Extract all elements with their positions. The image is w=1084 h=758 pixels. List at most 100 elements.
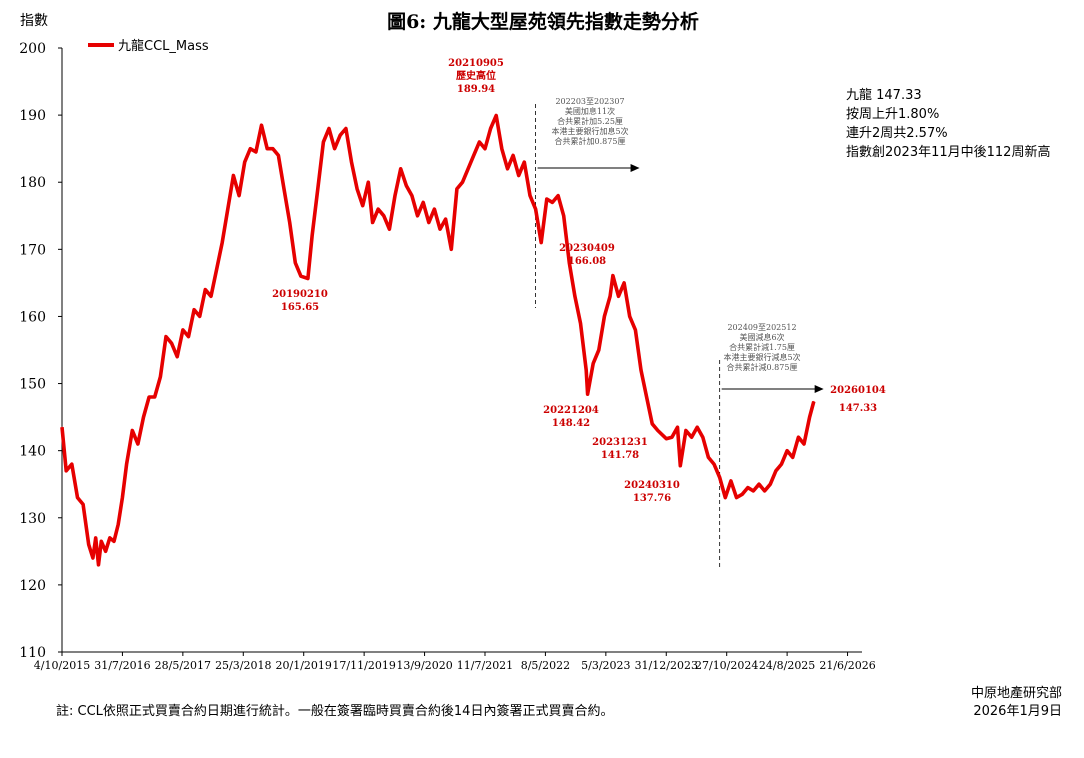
data-point <box>367 181 369 183</box>
data-point <box>345 127 347 130</box>
data-point <box>586 393 589 395</box>
legend: 九龍CCL_Mass <box>88 35 209 54</box>
annotation-label: 20221204 <box>543 405 599 416</box>
data-point <box>523 161 525 163</box>
data-point <box>182 329 184 331</box>
period-arrow-head <box>814 385 824 393</box>
x-tick-label: 21/6/2026 <box>819 659 875 672</box>
data-point <box>350 161 353 163</box>
annotation-label: 20190210 <box>272 289 328 300</box>
data-point <box>71 463 73 465</box>
annotation-label: 165.65 <box>281 302 319 313</box>
y-tick-label: 110 <box>19 645 46 661</box>
x-tick-label: 28/5/2017 <box>155 659 211 672</box>
y-tick-label: 170 <box>19 242 46 258</box>
y-tick-label: 140 <box>19 444 46 460</box>
period-text: 合共累計減0.875厘 <box>727 362 798 372</box>
legend-swatch <box>88 42 114 47</box>
period-text: 美國加息11次 <box>565 106 615 116</box>
y-tick-label: 150 <box>19 377 46 393</box>
data-point <box>484 148 486 150</box>
data-point <box>645 396 648 398</box>
data-point <box>422 201 424 203</box>
data-point <box>473 154 475 156</box>
data-point <box>95 537 97 539</box>
data-point <box>730 480 732 482</box>
annotation-label: 137.76 <box>633 493 671 504</box>
data-point <box>450 248 452 250</box>
period-text: 本港主要銀行減息5次 <box>723 352 800 362</box>
data-point <box>557 195 559 197</box>
data-point <box>563 215 565 217</box>
data-point <box>671 436 673 438</box>
data-point <box>199 315 201 318</box>
data-point <box>232 174 235 177</box>
data-point <box>176 356 178 358</box>
data-point <box>433 208 435 210</box>
data-point <box>104 550 107 552</box>
side-line-streak: 連升2周共2.57% <box>846 126 948 141</box>
annotation-label: 20240310 <box>624 480 680 491</box>
annotation-label: 20230409 <box>559 243 615 254</box>
x-tick-label: 17/11/2019 <box>332 659 395 672</box>
data-point <box>388 228 391 230</box>
data-point <box>574 295 576 297</box>
data-point <box>289 221 291 224</box>
data-point <box>786 450 788 452</box>
annotation-label: 20260104 <box>830 385 886 396</box>
data-point <box>215 268 218 271</box>
data-point <box>568 262 570 264</box>
x-tick-label: 11/7/2021 <box>457 659 513 672</box>
x-tick-label: 4/10/2015 <box>34 659 90 672</box>
data-point <box>456 188 458 190</box>
data-point <box>277 154 280 156</box>
y-axis-label: 指數 <box>20 13 48 29</box>
data-point <box>439 228 441 230</box>
period-text: 202409至202512 <box>727 323 796 332</box>
annotation-label: 20210905 <box>448 58 504 69</box>
data-point <box>416 215 419 217</box>
period-text: 合共累計加5.25厘 <box>557 116 623 126</box>
data-point <box>747 486 749 489</box>
data-point <box>100 540 102 542</box>
series-layer <box>60 113 816 567</box>
period-text: 合共累計減1.75厘 <box>729 342 795 352</box>
x-tick-label: 5/3/2023 <box>581 659 630 672</box>
data-point <box>171 342 173 344</box>
y-tick-label: 120 <box>19 578 46 594</box>
annotation-label: 148.42 <box>552 418 590 429</box>
data-point <box>707 456 710 458</box>
data-point <box>307 277 309 280</box>
data-point <box>117 523 119 526</box>
data-point <box>249 148 251 150</box>
data-point <box>679 465 681 467</box>
data-point <box>238 195 240 197</box>
data-point <box>88 544 90 546</box>
data-point <box>283 188 285 190</box>
data-point <box>780 463 783 465</box>
data-point <box>758 483 760 485</box>
annotation-label: 歷史高位 <box>456 69 496 82</box>
x-tick-label: 13/9/2020 <box>396 659 452 672</box>
data-point <box>356 188 358 190</box>
data-point <box>193 309 195 311</box>
data-point <box>534 208 537 210</box>
x-tick-label: 31/7/2016 <box>94 659 150 672</box>
data-point <box>210 295 212 297</box>
x-tick-label: 8/5/2022 <box>521 659 570 672</box>
data-point <box>676 426 679 428</box>
x-tick-label: 20/1/2019 <box>276 659 332 672</box>
annotation-label: 189.94 <box>457 84 495 95</box>
series-line-ccl-mass <box>60 113 816 567</box>
data-point <box>131 429 133 432</box>
data-point <box>713 463 715 465</box>
data-point <box>797 436 799 438</box>
side-line-weekly: 按周上升1.80% <box>846 107 940 122</box>
data-point <box>501 148 503 150</box>
data-point <box>518 174 520 177</box>
y-tick-label: 180 <box>19 175 46 191</box>
x-tick-label: 25/3/2018 <box>215 659 271 672</box>
data-point <box>109 537 111 539</box>
